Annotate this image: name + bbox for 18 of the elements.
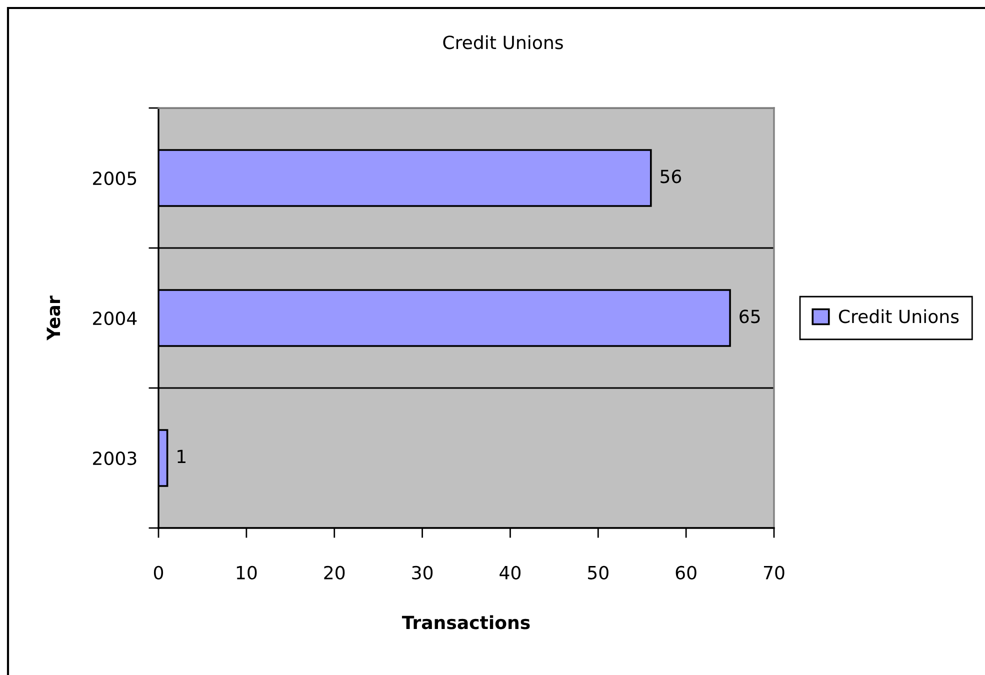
x-tick-label: 30 (412, 566, 433, 580)
chart-title: Credit Unions (443, 35, 563, 50)
x-tick-label: 40 (500, 566, 521, 580)
x-tick-label: 50 (588, 566, 608, 580)
data-label: 65 (740, 310, 760, 324)
y-axis-title: Year (46, 296, 60, 341)
data-label: 1 (178, 450, 186, 463)
x-tick-label: 70 (764, 566, 784, 580)
x-tick-label: 60 (676, 566, 696, 580)
data-label: 56 (660, 170, 682, 184)
x-tick-label: 20 (324, 566, 345, 580)
x-tick-label: 0 (154, 566, 164, 580)
y-tick-label: 2004 (93, 311, 137, 326)
y-tick-label: 2003 (93, 451, 136, 466)
legend-label: Credit Unions (838, 309, 959, 324)
y-tick-label: 2005 (93, 171, 136, 186)
x-axis-title: Transactions (402, 615, 530, 630)
x-tick-label: 10 (236, 566, 257, 580)
